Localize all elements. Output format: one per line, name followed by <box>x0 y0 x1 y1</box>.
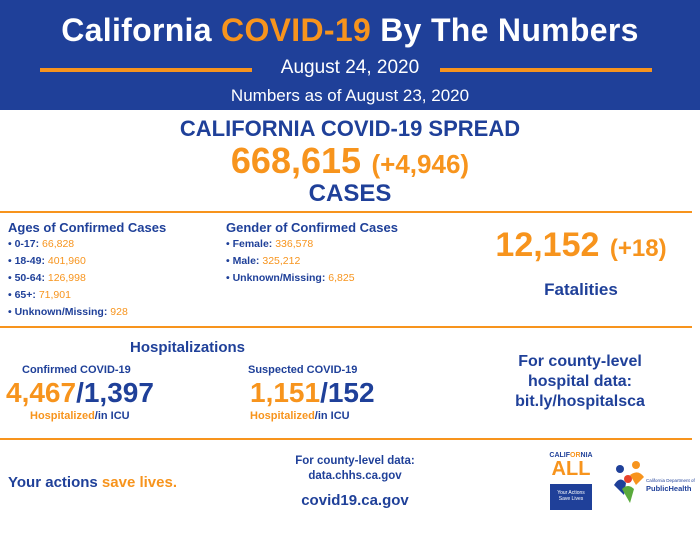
date-divider-left <box>40 68 252 72</box>
suspected-hospitalized: 1,151 <box>250 377 321 408</box>
title-part-2: By The Numbers <box>380 12 639 48</box>
section-divider <box>0 438 692 440</box>
numbers-as-of: Numbers as of August 23, 2020 <box>230 86 470 105</box>
cases-count: 668,615 <box>230 140 362 181</box>
fatalities-label: Fatalities <box>544 280 618 299</box>
people-icon <box>614 461 644 503</box>
fatalities-delta: (+18) <box>609 235 667 262</box>
list-item: • 18-49: 401,960 <box>8 255 86 267</box>
title-part-1: California <box>61 12 212 48</box>
confirmed-hospitalized: 4,467 <box>6 377 77 408</box>
covid-site-link[interactable]: covid19.ca.gov <box>301 492 409 509</box>
ages-list: • 0-17: 66,828 • 18-49: 401,960 • 50-64:… <box>8 236 128 321</box>
confirmed-label: Confirmed COVID-19 <box>22 364 131 376</box>
suspected-counts: 1,151/152 <box>250 377 375 408</box>
header-banner: California COVID-19 By The Numbers Augus… <box>0 0 700 110</box>
date-row: August 24, 2020 <box>0 57 700 81</box>
report-date: August 24, 2020 <box>280 57 420 78</box>
california-all-logo: CALIFORNIA ALL Your Actions Save Lives <box>540 452 602 512</box>
suspected-footnote: Hospitalized/in ICU <box>250 410 350 422</box>
confirmed-footnote: Hospitalized/in ICU <box>30 410 130 422</box>
list-item: • 0-17: 66,828 <box>8 238 75 250</box>
confirmed-counts: 4,467/1,397 <box>6 377 154 408</box>
date-divider-right <box>440 68 652 72</box>
hospital-data-link[interactable]: bit.ly/hospitalsca <box>515 393 645 410</box>
cases-label: CASES <box>308 180 392 207</box>
actions-tagline: Your actions save lives. <box>8 474 177 491</box>
section-divider <box>0 326 692 328</box>
page-title: California COVID-19 By The Numbers <box>0 12 700 49</box>
county-data-info: For county-level data: data.chhs.ca.gov <box>260 454 450 484</box>
cases-count-row: 668,615 (+4,946) <box>0 140 700 182</box>
list-item: • Female: 336,578 <box>226 238 314 250</box>
hospitalizations-heading: Hospitalizations <box>130 339 246 356</box>
county-hospital-info: For county-level hospital data: bit.ly/h… <box>480 352 680 412</box>
cases-delta: (+4,946) <box>371 149 470 179</box>
gender-heading: Gender of Confirmed Cases <box>226 220 398 235</box>
suspected-icu: 152 <box>327 377 375 408</box>
county-data-link[interactable]: data.chhs.ca.gov <box>308 470 402 482</box>
fatalities-count: 12,152 <box>495 226 600 264</box>
list-item: • 50-64: 126,998 <box>8 272 86 284</box>
list-item: • 65+: 71,901 <box>8 289 71 301</box>
ages-heading: Ages of Confirmed Cases <box>8 220 167 235</box>
spread-title: CALIFORNIA COVID-19 SPREAD <box>179 116 521 141</box>
section-divider <box>0 211 692 213</box>
confirmed-icu: 1,397 <box>83 377 154 408</box>
list-item: • Unknown/Missing: 928 <box>8 306 128 318</box>
fatalities-count-row: 12,152 (+18) <box>466 226 696 265</box>
title-accent: COVID-19 <box>221 12 372 48</box>
list-item: • Male: 325,212 <box>226 255 301 267</box>
list-item: • Unknown/Missing: 6,825 <box>226 272 355 284</box>
public-health-logo: California Department of PublicHealth <box>612 455 697 510</box>
gender-list: • Female: 336,578 • Male: 325,212 • Unkn… <box>226 236 355 287</box>
suspected-label: Suspected COVID-19 <box>248 364 358 376</box>
